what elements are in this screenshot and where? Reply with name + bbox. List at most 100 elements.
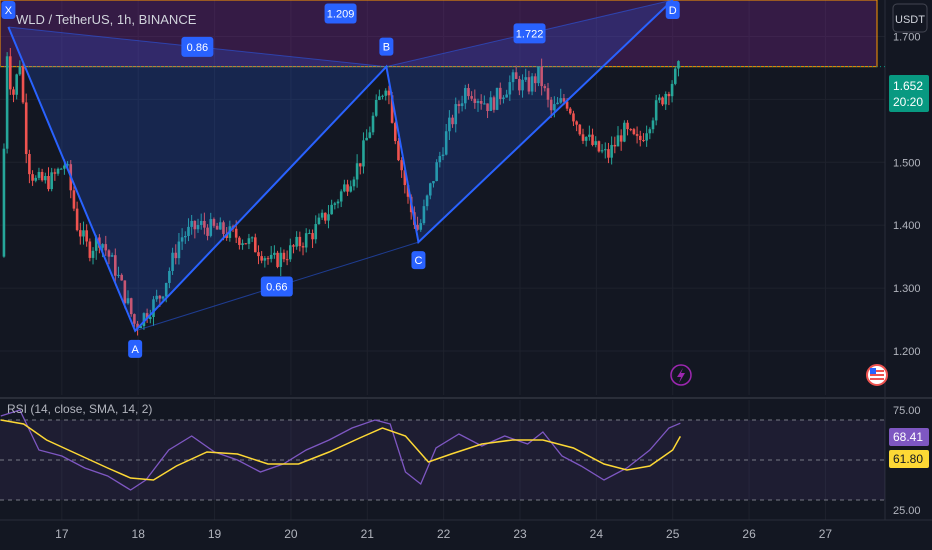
candle-body-up [556,102,559,105]
candle-body-up [94,237,98,251]
candle-body-down [145,313,149,320]
rsi-title: RSI (14, close, SMA, 14, 2) [7,402,152,416]
time-tick-label: 26 [742,527,756,541]
candle-body-up [362,140,365,167]
pattern-xab-triangle [8,27,387,331]
us-flag-icon[interactable] [866,364,888,386]
candle-body-up [374,99,378,116]
candle-body-down [323,212,327,221]
candle-body-down [276,252,279,267]
candle-body-down [470,96,473,99]
candle-body-down [120,274,123,281]
candle-body-up [460,103,464,107]
candle-body-up [314,224,318,240]
candle-body-up [444,131,448,155]
candle-body-up [273,252,276,255]
candle-body-down [301,246,305,248]
candle-body-down [638,135,642,141]
candle-body-up [381,95,384,97]
candle-body-down [203,220,206,228]
rsi-line [0,409,681,491]
candle-body-up [511,72,515,83]
harmonic-pattern: X A B C D 0.86 0.66 1.722 1.209 [1,0,680,358]
candle-body-up [330,204,333,215]
candle-body-up [600,150,604,152]
candle-body-up [502,97,505,99]
pattern-ratio-label: 0.66 [266,282,287,294]
candle-body-down [238,237,241,245]
currency-button[interactable]: USDT [892,3,928,33]
candle-body-down [451,117,454,125]
candle-body-up [34,177,38,181]
candle-body-down [393,122,397,142]
candle-body-down [85,230,88,242]
candle-body-up [454,104,458,125]
candle-body-down [613,144,617,147]
currency-label: USDT [895,14,925,26]
candle-body-down [285,259,289,261]
candle-body-down [346,184,349,192]
candle-body-down [581,134,585,141]
price-tick-label: 1.300 [893,283,921,295]
candle-body-up [343,184,346,192]
pattern-point-label: A [131,344,139,356]
candle-body-down [104,244,108,251]
candle-body-up [63,165,66,169]
candle-body-down [53,172,57,174]
candle-body-up [177,241,181,259]
time-tick-label: 27 [819,527,833,541]
time-tick-label: 17 [55,527,69,541]
candle-body-down [403,170,407,186]
candle-body-up [110,255,114,257]
rsi-tick-label: 75.00 [893,405,921,417]
target-zone-layer [0,0,878,68]
candle-body-down [562,98,566,102]
rsi-ma-value: 61.80 [893,452,923,466]
candle-body-up [505,94,508,98]
candle-body-up [651,120,655,130]
candle-body-down [387,90,391,96]
candle-body-up [142,313,146,327]
countdown-timer: 20:20 [893,95,923,109]
candle-body-up [308,233,311,235]
candle-body-up [495,87,499,110]
candle-body-down [24,102,28,154]
price-tick-label: 1.400 [893,220,921,232]
candle-body-up [530,76,534,92]
time-tick-label: 18 [132,527,146,541]
candle-body-up [196,224,200,230]
candle-body-down [661,97,664,105]
time-tick-label: 19 [208,527,222,541]
candle-body-down [642,140,645,142]
pattern-point-badge [411,251,426,270]
candle-body-up [524,77,528,80]
candle-body-down [292,245,295,247]
candle-body-up [339,191,343,202]
candle-body-down [565,101,569,109]
lightning-icon[interactable] [670,364,692,386]
candle-body-up [171,252,174,271]
candle-body-up [209,219,213,236]
candle-body-up [521,79,524,91]
candle-body-down [21,66,25,103]
candle-body-up [670,83,674,97]
candle-body-down [632,129,636,135]
current-price-value: 1.652 [893,79,923,93]
candle-body-up [645,133,648,141]
candle-body-up [435,162,438,182]
candle-body-up [2,148,6,257]
candle-body-up [320,212,324,218]
rsi-value: 68.41 [893,430,923,444]
candle-body-up [368,132,372,138]
time-tick-label: 24 [590,527,604,541]
candle-body-up [610,144,613,158]
candle-body-down [543,86,547,89]
candle-body-down [75,208,79,231]
candle-body-up [422,206,426,224]
candle-body-up [18,66,22,75]
candle-body-up [295,236,298,247]
candle-body-up [648,129,652,134]
candle-body-up [371,115,375,133]
candle-body-down [9,56,12,90]
candle-body-up [155,295,158,300]
